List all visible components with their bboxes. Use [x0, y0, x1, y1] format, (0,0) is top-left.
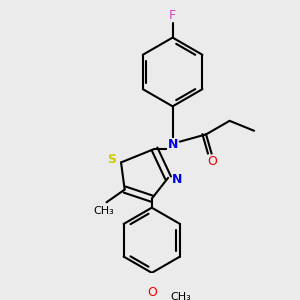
Text: O: O	[147, 286, 157, 299]
Text: F: F	[169, 9, 176, 22]
Text: S: S	[107, 153, 116, 166]
Text: CH₃: CH₃	[94, 206, 114, 216]
Text: N: N	[167, 138, 178, 151]
Text: O: O	[208, 155, 218, 168]
Text: N: N	[172, 173, 182, 186]
Text: CH₃: CH₃	[170, 292, 191, 300]
